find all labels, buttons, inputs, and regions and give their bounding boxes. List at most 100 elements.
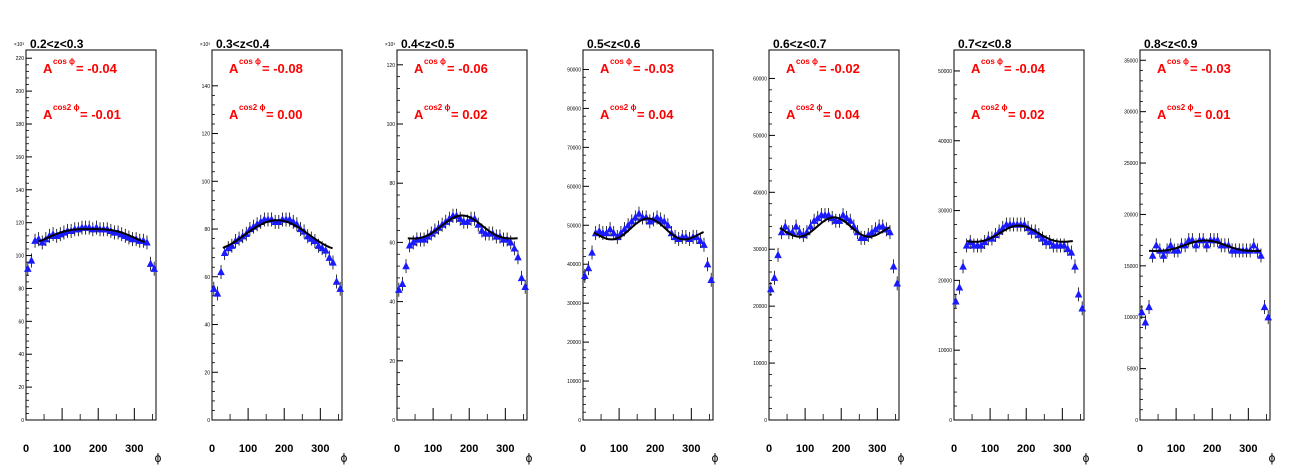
asym-cos-superscript: cos ϕ [239, 57, 261, 66]
data-point [1264, 313, 1272, 321]
panel-title: 0.5<z<0.6 [587, 37, 641, 51]
data-point [456, 214, 464, 222]
y-tick-label: 140 [16, 188, 25, 194]
asym-cos-symbol: A [971, 61, 981, 76]
asym-cos2-superscript: cos2 ϕ [239, 103, 265, 112]
y-tick-label: 10000 [567, 379, 581, 385]
asym-cos-symbol: A [786, 61, 796, 76]
data-point [700, 240, 708, 248]
fit-curve [407, 214, 518, 240]
data-point [868, 227, 876, 236]
data-point [402, 261, 410, 270]
data-point [609, 228, 618, 237]
data-point [1045, 237, 1054, 246]
data-point [228, 241, 236, 249]
data-point [606, 224, 614, 233]
data-point [332, 277, 341, 285]
data-point [627, 217, 636, 225]
data-point [581, 271, 589, 280]
panel-5: 0.6<z<0.7 0 10000 20000 30000 40000 50000 60000… [753, 37, 905, 465]
y-tick-label: 50000 [938, 69, 952, 75]
y-tick-label: 60000 [567, 184, 581, 190]
asym-cos-symbol: A [1157, 61, 1167, 76]
data-point [878, 222, 887, 230]
data-point [767, 284, 775, 293]
y-tick-label: 90000 [567, 67, 581, 73]
y-tick-label: 100 [202, 179, 211, 185]
data-point [38, 238, 47, 246]
data-point [210, 284, 218, 292]
data-point [150, 264, 158, 272]
data-point [1166, 241, 1175, 249]
data-point [1148, 251, 1157, 259]
y-tick-label: 100 [387, 122, 396, 128]
x-tick-label: 200 [89, 443, 107, 455]
data-point [24, 264, 32, 272]
x-tick-label: 0 [580, 443, 586, 455]
data-point [1203, 241, 1211, 249]
data-point [318, 243, 326, 252]
data-point [420, 235, 428, 243]
y-tick-label: 30000 [753, 247, 767, 253]
panel-title: 0.7<z<0.8 [958, 37, 1012, 51]
data-point [781, 222, 790, 230]
y-tick-label: 0 [764, 418, 767, 424]
asym-cos-superscript: cos ϕ [53, 57, 75, 66]
panel-title: 0.4<z<0.5 [401, 37, 455, 51]
x-tick-label: 0 [766, 443, 772, 455]
panel-title: 0.6<z<0.7 [773, 37, 827, 51]
x-tick-label: 200 [646, 443, 664, 455]
data-point [213, 289, 222, 297]
asym-cos-value: = -0.02 [819, 61, 860, 76]
asym-cos2-value: = 0.02 [451, 107, 488, 122]
data-point [146, 259, 155, 267]
asym-cos2-superscript: cos2 ϕ [796, 103, 822, 112]
data-point [886, 227, 894, 236]
data-point [664, 221, 672, 229]
x-axis-label: ϕ [1083, 451, 1090, 465]
asym-cos2-value: = 0.02 [1008, 107, 1045, 122]
asym-cos2-value: = 0.04 [823, 107, 860, 122]
x-tick-label: 200 [832, 443, 850, 455]
asym-cos2-superscript: cos2 ϕ [1167, 103, 1193, 112]
y-tick-label: 220 [16, 56, 25, 62]
panel-7: 0.8<z<0.9 0 5000 10000 15000 20000 25000 30000 3… [1124, 37, 1276, 465]
plot-frame [25, 49, 157, 421]
y-tick-label: 140 [202, 84, 211, 90]
data-point [224, 243, 233, 252]
y-tick-label: 30000 [567, 301, 581, 307]
x-tick-label: 100 [610, 443, 628, 455]
asym-cos2-superscript: cos2 ϕ [610, 103, 636, 112]
data-point [703, 260, 712, 268]
y-tick-label: 20 [389, 359, 395, 365]
y-tick-label: 20 [204, 370, 210, 376]
data-point [860, 233, 869, 241]
y-tick-label: 160 [16, 155, 25, 161]
asym-cos2-symbol: A [229, 107, 239, 122]
asym-cos-symbol: A [43, 61, 53, 76]
x-tick-label: 0 [23, 443, 29, 455]
x-tick-label: 100 [796, 443, 814, 455]
data-point [792, 222, 800, 230]
panel-6: 0.7<z<0.8 0 10000 20000 30000 40000 50000 0 100 2… [938, 37, 1090, 465]
y-tick-label: 60 [18, 319, 24, 325]
x-tick-label: 100 [239, 443, 257, 455]
y-tick-label: 10000 [753, 361, 767, 367]
data-point [835, 216, 844, 224]
asym-cos-value: = -0.04 [1004, 61, 1046, 76]
y-tick-label: 200 [16, 89, 25, 95]
asym-cos-value: = -0.04 [76, 61, 118, 76]
axis-exponent-label: ×10³ [200, 42, 210, 48]
y-tick-label: 60 [389, 240, 395, 246]
x-tick-label: 300 [496, 443, 514, 455]
asym-cos2-value: = 0.00 [266, 107, 303, 122]
panel-title: 0.8<z<0.9 [1144, 37, 1198, 51]
data-point [893, 279, 901, 287]
y-tick-label: 60 [204, 275, 210, 281]
x-tick-label: 200 [275, 443, 293, 455]
data-point [1078, 304, 1086, 312]
data-point [635, 209, 643, 217]
y-tick-label: 20000 [567, 340, 581, 346]
y-tick-label: 20000 [1124, 212, 1138, 218]
